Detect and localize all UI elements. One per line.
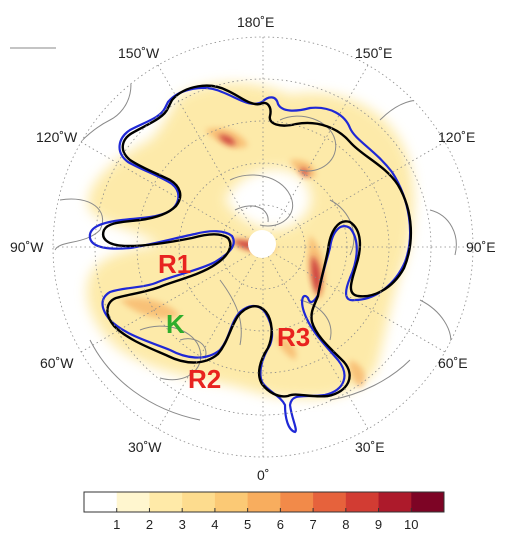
- colorbar-cell: [84, 492, 117, 512]
- colorbar-cell: [411, 492, 444, 512]
- region-label-r1: R1: [158, 249, 191, 279]
- colorbar-tick-label: 8: [342, 517, 349, 532]
- colorbar-tick-label: 4: [211, 517, 218, 532]
- colorbar-cell: [182, 492, 215, 512]
- colorbar-tick-label: 2: [146, 517, 153, 532]
- longitude-label: 120˚W: [36, 129, 78, 145]
- longitude-label: 150˚W: [118, 45, 160, 61]
- longitude-label: 30˚E: [355, 439, 385, 455]
- region-label-r2: R2: [188, 364, 221, 394]
- longitude-label: 120˚E: [438, 129, 475, 145]
- colorbar-cell: [149, 492, 182, 512]
- colorbar-tick-label: 6: [277, 517, 284, 532]
- longitude-label: 90˚W: [10, 239, 44, 255]
- colorbar-cell: [248, 492, 281, 512]
- colorbar: 1 2 3 4 5 6 7 8 9 10: [84, 492, 445, 532]
- colorbar-cell: [117, 492, 150, 512]
- colorbar-tick-label: 5: [244, 517, 251, 532]
- longitude-label: 60˚E: [438, 355, 468, 371]
- colorbar-tick-label: 1: [113, 517, 120, 532]
- colorbar-cell: [313, 492, 346, 512]
- colorbar-cell: [379, 492, 412, 512]
- longitude-label: 30˚W: [128, 439, 162, 455]
- colorbar-tick-label: 3: [179, 517, 186, 532]
- region-label-k: K: [166, 309, 185, 339]
- longitude-label: 180˚E: [237, 14, 274, 30]
- colorbar-cells: [84, 492, 445, 512]
- colorbar-cell: [280, 492, 313, 512]
- colorbar-cell: [215, 492, 248, 512]
- longitude-label: 90˚E: [466, 239, 496, 255]
- colorbar-cell: [346, 492, 379, 512]
- region-label-r3: R3: [277, 322, 310, 352]
- colorbar-tick-label: 7: [309, 517, 316, 532]
- pole-cap: [248, 230, 276, 258]
- longitude-label: 0˚: [257, 467, 269, 483]
- longitude-label: 60˚W: [40, 355, 74, 371]
- colorbar-tick-label: 10: [404, 517, 418, 532]
- colorbar-tick-label: 9: [375, 517, 382, 532]
- longitude-label: 150˚E: [355, 45, 392, 61]
